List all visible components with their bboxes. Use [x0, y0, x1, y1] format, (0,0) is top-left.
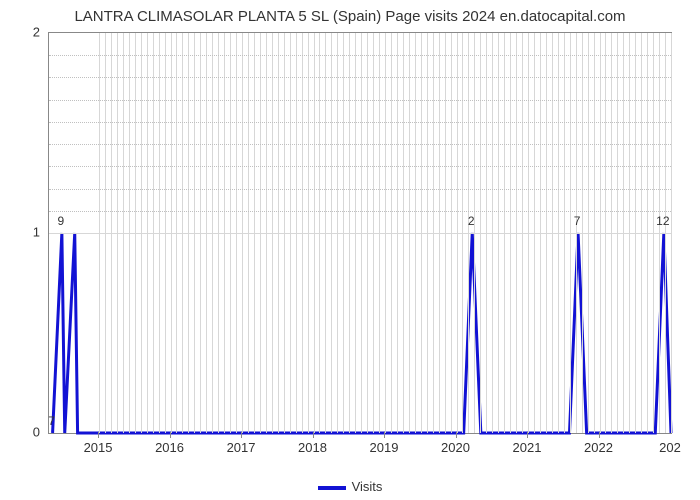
x-tick-label: 202 [659, 440, 681, 455]
legend: Visits [0, 479, 700, 494]
x-tick-mark [313, 432, 314, 438]
gridline-h-dotted [49, 122, 671, 123]
chart-container: LANTRA CLIMASOLAR PLANTA 5 SL (Spain) Pa… [0, 0, 700, 500]
gridline-v [671, 33, 672, 433]
y-tick-label: 0 [33, 425, 40, 440]
gridline-h-dotted [49, 189, 671, 190]
data-point-label: 7 [48, 414, 55, 428]
x-tick-mark [527, 432, 528, 438]
x-tick-label: 2019 [370, 440, 399, 455]
x-tick-mark [456, 432, 457, 438]
data-point-label: 9 [58, 214, 65, 228]
y-tick-label: 1 [33, 225, 40, 240]
gridline-h [49, 233, 671, 234]
x-tick-label: 2018 [298, 440, 327, 455]
x-tick-mark [599, 432, 600, 438]
x-tick-label: 2022 [584, 440, 613, 455]
x-tick-mark [241, 432, 242, 438]
x-tick-label: 2021 [513, 440, 542, 455]
plot-area [48, 32, 672, 434]
x-tick-mark [170, 432, 171, 438]
data-point-label: 7 [574, 214, 581, 228]
x-tick-mark [384, 432, 385, 438]
gridline-h-dotted [49, 55, 671, 56]
legend-label: Visits [352, 479, 383, 494]
gridline-h-dotted [49, 144, 671, 145]
gridline-h-dotted [49, 100, 671, 101]
y-tick-label: 2 [33, 25, 40, 40]
legend-swatch [318, 486, 346, 490]
data-point-label: 2 [468, 214, 475, 228]
gridline-h-dotted [49, 211, 671, 212]
x-tick-label: 2020 [441, 440, 470, 455]
x-tick-label: 2016 [155, 440, 184, 455]
x-tick-mark [98, 432, 99, 438]
gridline-h-dotted [49, 77, 671, 78]
x-tick-label: 2015 [84, 440, 113, 455]
x-tick-label: 2017 [227, 440, 256, 455]
gridline-h-dotted [49, 166, 671, 167]
data-point-label: 12 [656, 214, 669, 228]
chart-title: LANTRA CLIMASOLAR PLANTA 5 SL (Spain) Pa… [0, 0, 700, 25]
